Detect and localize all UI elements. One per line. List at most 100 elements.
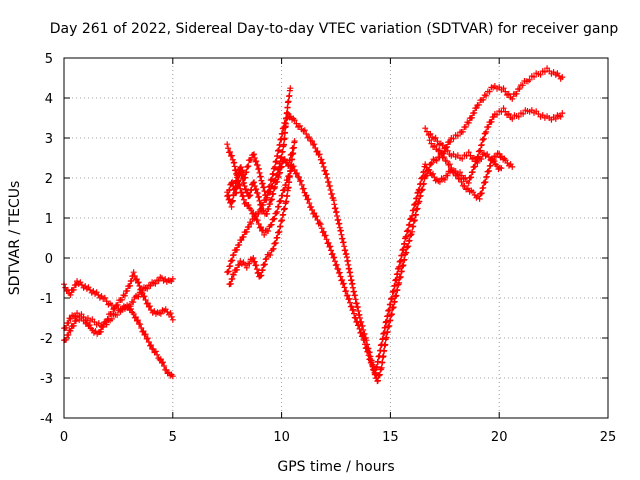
data-point	[275, 173, 282, 180]
data-point	[393, 292, 400, 299]
data-point	[243, 228, 250, 235]
data-point	[480, 96, 487, 103]
data-point	[119, 296, 126, 303]
data-point	[480, 184, 487, 191]
data-point	[327, 187, 334, 193]
data-point	[70, 322, 77, 329]
data-point	[426, 137, 433, 144]
data-point	[103, 321, 110, 328]
data-point	[97, 328, 104, 335]
data-point	[369, 363, 376, 369]
data-point	[121, 292, 128, 299]
data-point	[459, 155, 466, 162]
data-point	[480, 135, 487, 142]
data-point	[253, 158, 260, 165]
data-point	[412, 200, 419, 207]
data-point	[138, 325, 145, 331]
data-point	[389, 311, 396, 318]
data-point	[419, 174, 426, 181]
data-point	[498, 165, 505, 172]
data-point	[274, 208, 281, 215]
data-point	[428, 159, 435, 166]
data-point	[250, 151, 257, 158]
data-point	[130, 299, 137, 306]
data-point	[481, 92, 488, 99]
data-point	[146, 342, 153, 349]
data-point	[225, 145, 232, 152]
data-point	[387, 301, 394, 308]
data-point	[169, 275, 176, 282]
data-point	[147, 282, 154, 289]
data-point	[132, 314, 139, 321]
series-track-6	[226, 138, 298, 288]
data-point	[320, 163, 327, 170]
data-point	[457, 169, 464, 176]
x-tick-label: 5	[169, 430, 177, 445]
data-point	[434, 138, 441, 145]
data-point	[255, 193, 262, 200]
data-point	[228, 179, 235, 186]
data-point	[378, 366, 385, 373]
data-point	[328, 190, 335, 197]
data-point	[253, 186, 260, 193]
data-point	[394, 286, 401, 293]
data-point	[313, 148, 320, 155]
data-point	[483, 173, 490, 180]
data-point	[305, 196, 312, 203]
y-tick-label: 0	[45, 252, 53, 267]
data-point	[124, 287, 131, 294]
data-point	[251, 258, 258, 265]
data-point	[469, 114, 475, 121]
data-point	[245, 163, 252, 170]
data-point	[281, 156, 288, 163]
data-point	[281, 186, 288, 193]
data-point	[256, 169, 263, 176]
data-point	[277, 169, 284, 176]
data-point	[154, 351, 161, 358]
data-point	[131, 314, 138, 321]
data-point	[152, 280, 159, 287]
data-point	[311, 141, 318, 148]
data-point	[237, 168, 244, 175]
data-point	[284, 192, 291, 199]
data-point	[143, 300, 150, 307]
data-point	[322, 232, 329, 239]
data-point	[259, 267, 266, 274]
y-tick-label: 5	[45, 52, 53, 67]
data-point	[140, 328, 147, 335]
data-point	[254, 217, 261, 224]
data-point	[276, 228, 283, 235]
data-point	[531, 73, 538, 80]
data-point	[261, 261, 268, 268]
data-point	[495, 166, 502, 173]
data-point	[239, 172, 246, 179]
series-track-2	[61, 303, 176, 380]
data-point	[310, 141, 317, 148]
data-point	[131, 273, 138, 279]
data-point	[121, 305, 128, 312]
data-point	[259, 180, 266, 187]
data-point	[457, 175, 464, 182]
data-point	[230, 186, 237, 193]
data-point	[436, 147, 443, 154]
data-point	[459, 128, 466, 135]
data-point	[391, 282, 398, 289]
data-point	[274, 178, 281, 185]
data-point	[376, 371, 383, 378]
data-point	[454, 172, 461, 179]
data-point	[275, 203, 282, 210]
data-point	[236, 241, 243, 248]
data-point	[355, 321, 362, 328]
data-point	[243, 189, 250, 196]
y-tick-label: -4	[40, 412, 53, 427]
data-point	[230, 271, 237, 278]
data-point	[398, 268, 405, 275]
data-point	[476, 195, 483, 202]
data-point	[461, 183, 468, 189]
data-point	[233, 246, 240, 253]
data-point	[277, 223, 284, 230]
data-point	[316, 220, 323, 227]
data-point	[328, 247, 335, 254]
data-point	[235, 177, 242, 184]
data-point	[326, 182, 333, 189]
